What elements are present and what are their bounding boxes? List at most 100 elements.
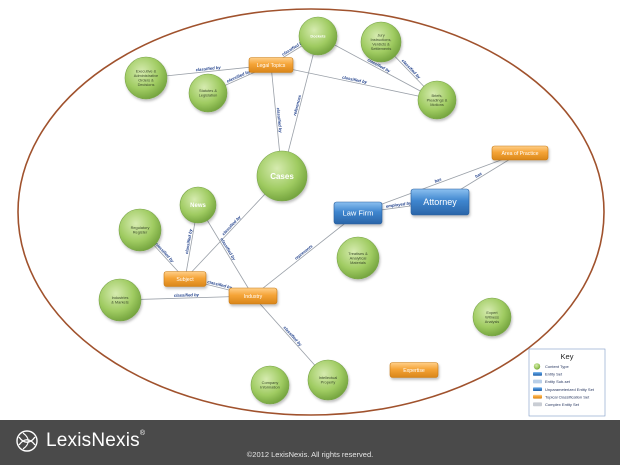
node-industries[interactable]: Industries & Markets <box>98 278 142 322</box>
key-item-label: Content Type <box>545 364 569 369</box>
edge-label: classified by <box>174 292 200 298</box>
node-label: Expertise <box>403 368 425 374</box>
key-item: Entity Set <box>533 372 563 377</box>
node-label: Dockets <box>310 33 325 38</box>
edge-label: classified by <box>195 65 221 73</box>
boundary-ellipse <box>17 8 605 416</box>
node-label: Executive & Administrative Orders & Decisio… <box>134 69 158 87</box>
node-subject[interactable]: Subject <box>163 271 207 287</box>
copyright-text: ©2012 LexisNexis. All rights reserved. <box>246 450 374 459</box>
key-swatch <box>533 387 542 391</box>
edge-label: has <box>474 171 483 179</box>
green-circle-shape <box>98 278 142 322</box>
green-circle-shape <box>124 56 168 100</box>
key-legend: Key Content Type Entity Set Entity Sub-set U… <box>528 348 606 417</box>
node-regulatory[interactable]: Regulatory Register <box>118 208 162 252</box>
node-label: Subject <box>176 277 194 283</box>
key-item: Entity Sub-set <box>533 379 571 384</box>
green-circle-shape <box>472 297 512 337</box>
footer-bar: LexisNexis® ©2012 LexisNexis. All rights… <box>0 420 620 465</box>
key-item-label: Complex Entity Set <box>545 402 580 407</box>
key-swatch <box>533 372 542 376</box>
brand-name: LexisNexis® <box>46 430 146 451</box>
edge-line <box>357 152 521 214</box>
node-industry[interactable]: Industry <box>228 287 278 305</box>
node-ip[interactable]: Intellectual Property <box>307 359 349 401</box>
green-circle-shape <box>250 365 290 405</box>
node-company[interactable]: Company Information <box>250 365 290 405</box>
node-jury[interactable]: Jury Instructions, Verdicts & Settlements <box>360 21 402 63</box>
edge-label: classified by <box>154 242 175 264</box>
edge-label: classified by <box>221 214 242 236</box>
node-treatises[interactable]: Treatises & Analytical Materials <box>336 236 380 280</box>
edge-label: has <box>434 176 443 183</box>
node-exec[interactable]: Executive & Administrative Orders & Decisio… <box>124 56 168 100</box>
node-legal-topics[interactable]: Legal Topics <box>248 57 294 73</box>
green-circle-shape <box>188 73 228 113</box>
node-label: Legal Topics <box>257 63 286 69</box>
edge-line <box>252 212 359 297</box>
green-circle-shape <box>298 16 338 56</box>
node-label: Jury Instructions, Verdicts & Settlements <box>371 33 392 51</box>
edge-label: classified by <box>401 58 423 80</box>
key-swatch <box>533 402 542 407</box>
key-swatch <box>533 363 541 370</box>
node-statutes[interactable]: Statutes & Legislation <box>188 73 228 113</box>
edge-label: classified by <box>282 325 303 348</box>
key-item-label: Unparameterized Entity Set <box>545 387 595 392</box>
node-law-firm[interactable]: Law Firm <box>333 201 383 225</box>
node-label: Expert Witness Analysis <box>485 310 500 324</box>
node-label: Regulatory Register <box>131 225 150 234</box>
orange-box-shape <box>491 145 549 161</box>
node-news[interactable]: News <box>179 186 217 224</box>
node-expertise[interactable]: Expertise <box>389 362 439 378</box>
green-circle-shape <box>307 359 349 401</box>
green-circle-shape <box>118 208 162 252</box>
orange-box-shape <box>163 271 207 287</box>
green-circle-shape <box>360 21 402 63</box>
edge-label: classified by <box>226 69 252 84</box>
node-label: Area of Practice <box>502 151 539 157</box>
blue-box-shape <box>333 201 383 225</box>
edge-line <box>317 35 438 101</box>
key-swatch <box>533 394 542 399</box>
green-circle-shape <box>256 150 308 202</box>
edge-label: classified by <box>219 237 237 262</box>
edge-label: represents <box>294 243 314 261</box>
node-label: Intellectual Property <box>319 375 338 384</box>
edge-label: classified by <box>207 279 233 290</box>
node-label: Briefs, Pleadings & Motions <box>427 93 448 107</box>
orange-box-shape <box>248 57 294 73</box>
edge-label: employed by <box>386 200 413 208</box>
node-label: Treatises & Analytical Materials <box>348 251 368 265</box>
edge-line <box>270 64 438 101</box>
orange-box-shape <box>389 362 439 378</box>
key-item-label: Topical Classification Set <box>545 394 590 399</box>
edge-area_practice-law_firm: has <box>357 152 521 214</box>
nodes-layer: Dockets Jury Instructions, Verdicts & Settle… <box>98 16 549 405</box>
key-item-label: Entity Sub-set <box>545 379 571 384</box>
key-item: Content Type <box>533 363 569 370</box>
node-label: Industries & Markets <box>111 295 129 304</box>
node-label: Attorney <box>423 197 457 207</box>
blue-box-shape <box>410 188 470 216</box>
node-area-practice[interactable]: Area of Practice <box>491 145 549 161</box>
node-label: Statutes & Legislation <box>199 88 218 97</box>
node-cases[interactable]: Cases <box>256 150 308 202</box>
node-label: Law Firm <box>343 209 374 218</box>
node-label: Cases <box>270 172 294 181</box>
edge-label: classified by <box>184 228 193 254</box>
key-item: Unparameterized Entity Set <box>533 387 595 392</box>
node-attorney[interactable]: Attorney <box>410 188 470 216</box>
node-briefs[interactable]: Briefs, Pleadings & Motions <box>417 80 457 120</box>
node-label: Company Information <box>260 380 279 389</box>
edge-label: classified by <box>276 107 284 133</box>
orange-box-shape <box>228 287 278 305</box>
key-item: Topical Classification Set <box>533 394 590 399</box>
key-swatch <box>533 379 542 384</box>
edge-label: classified by <box>342 75 368 85</box>
node-label: News <box>190 203 206 209</box>
node-dockets[interactable]: Dockets <box>298 16 338 56</box>
node-expert[interactable]: Expert Witness Analysis <box>472 297 512 337</box>
